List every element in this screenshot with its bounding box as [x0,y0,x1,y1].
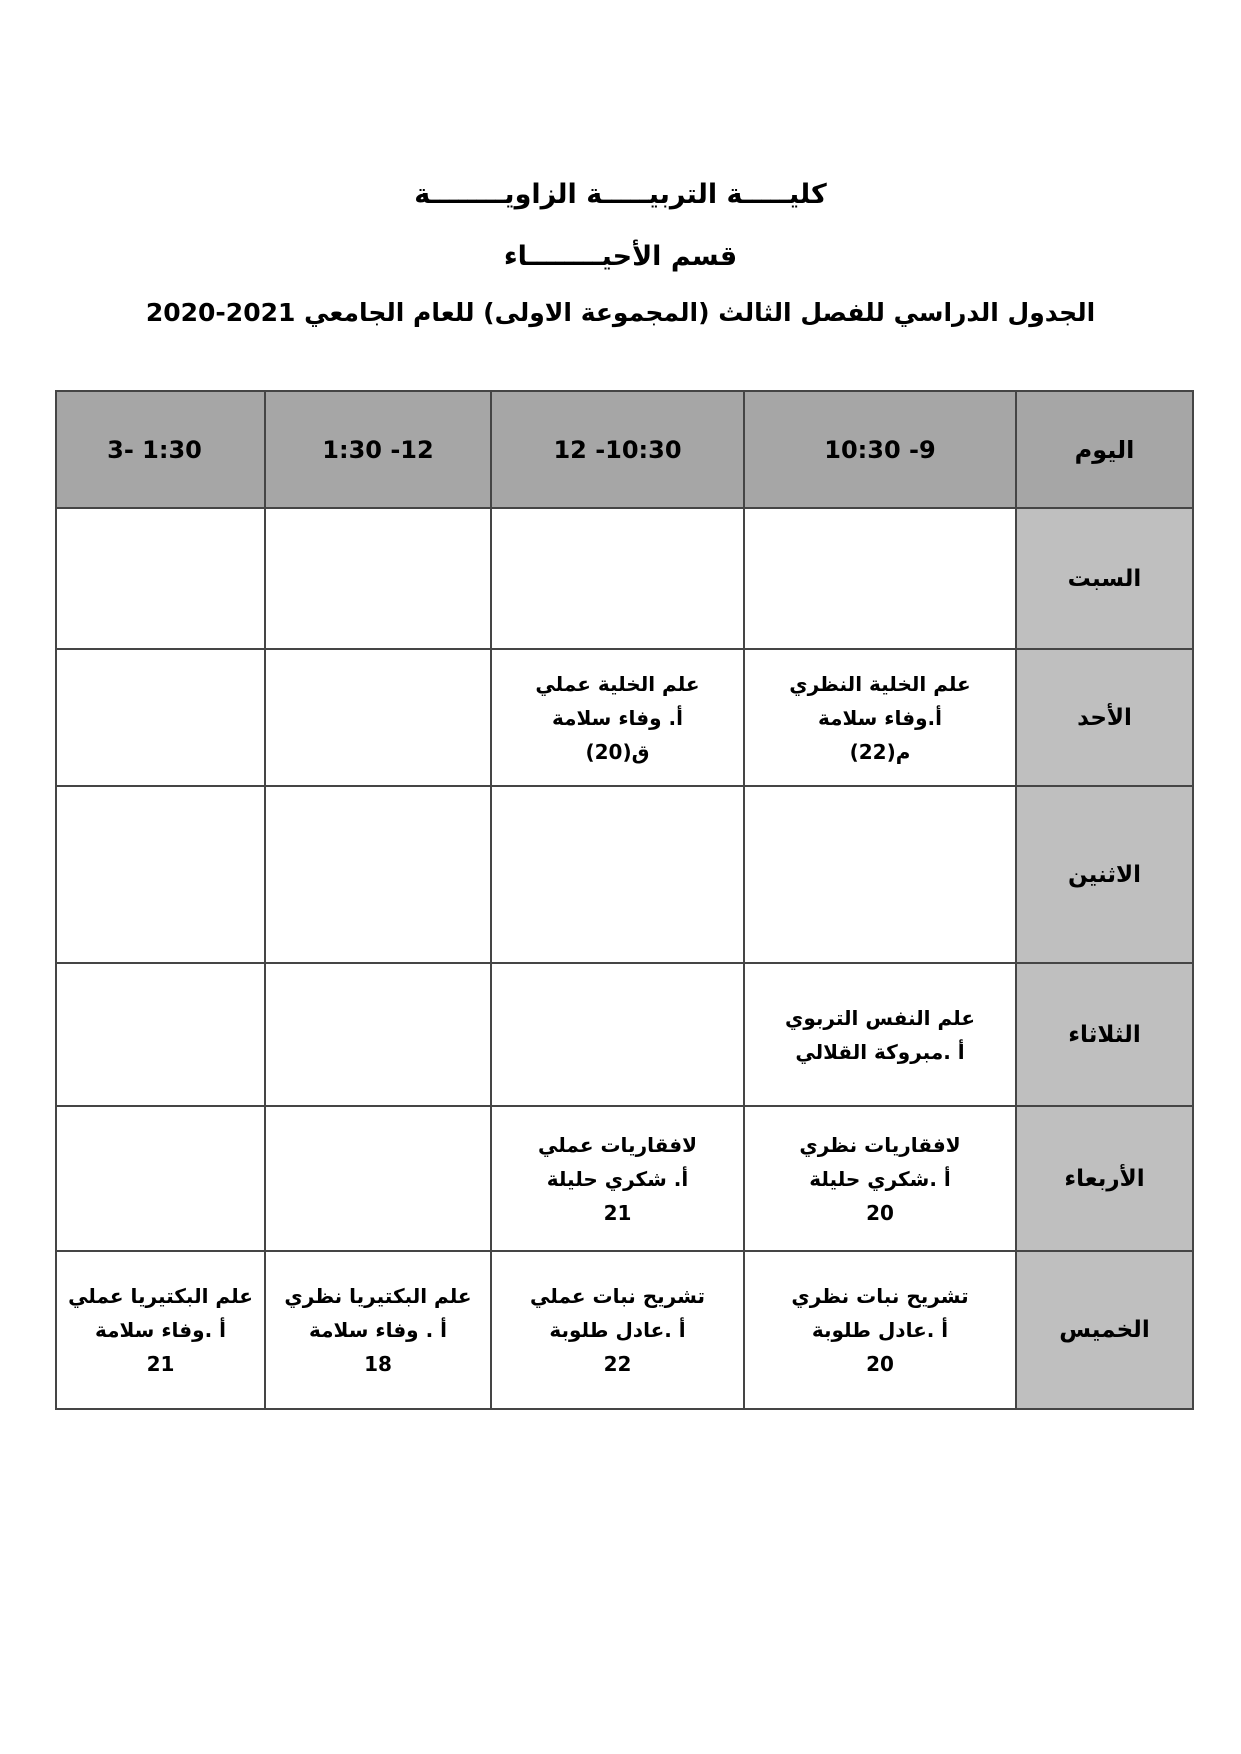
time-header-12-130: 1:30 -12 [264,390,492,509]
cell-line: 20 [866,1200,894,1225]
schedule-cell [55,1105,266,1252]
schedule-cell [264,648,492,787]
row-saturday: السبت [55,507,1194,650]
schedule-cell: علم الخلية النظري أ.وفاء سلامة م(22) [743,648,1017,787]
schedule-cell [490,507,745,650]
day-label-cell: السبت [1015,507,1194,650]
cell-line: علم النفس التربوي [785,1005,975,1030]
schedule-table: اليوم 10:30 -9 12 -10:30 1:30 -12 3- 1:3… [55,390,1194,1410]
cell-line: أ .عادل طلوبة [549,1318,686,1342]
schedule-cell [264,1105,492,1252]
schedule-cell: علم النفس التربوي أ .مبروكة القلالي [743,962,1017,1107]
schedule-cell: لافقاريات عملي أ. شكري حليلة 21 [490,1105,745,1252]
cell-line: أ. شكري حليلة [546,1166,689,1191]
cell-line: لافقاريات عملي [538,1132,697,1157]
cell-line: علم البكتيريا نظري [284,1284,472,1308]
schedule-cell [55,507,266,650]
cell-line: 22 [603,1352,632,1376]
schedule-cell: علم البكتيريا نظري أ . وفاء سلامة 18 [264,1250,492,1410]
day-label-cell: الأربعاء [1015,1105,1194,1252]
day-column-header: اليوم [1015,390,1194,509]
day-label-cell: الاثنين [1015,785,1194,964]
schedule-cell [55,785,266,964]
page-title-department: قسم الأحيــــــــاء [503,241,738,272]
cell-line: أ. وفاء سلامة [551,705,683,730]
schedule-cell [264,507,492,650]
schedule-cell: تشريح نبات نظري أ .عادل طلوبة 20 [743,1250,1017,1410]
day-label-cell: الأحد [1015,648,1194,787]
schedule-cell: لافقاريات نظري أ .شكري حليلة 20 [743,1105,1017,1252]
cell-line: أ . وفاء سلامة [309,1318,447,1342]
cell-line: أ .مبروكة القلالي [795,1039,965,1064]
cell-line: لافقاريات نظري [799,1132,961,1157]
schedule-cell [55,648,266,787]
schedule-cell: علم البكتيريا عملي أ .وفاء سلامة 21 [55,1250,266,1410]
cell-line: علم الخلية النظري [789,671,971,696]
row-thursday: الخميس تشريح نبات نظري أ .عادل طلوبة 20 تش… [55,1250,1194,1410]
cell-line: م(22) [849,739,911,764]
row-monday: الاثنين [55,785,1194,964]
time-header-9-1030: 10:30 -9 [743,390,1017,509]
day-label-cell: الثلاثاء [1015,962,1194,1107]
cell-line: أ .عادل طلوبة [811,1318,949,1342]
day-label-cell: الخميس [1015,1250,1194,1410]
schedule-cell [264,785,492,964]
cell-line: أ .وفاء سلامة [94,1318,226,1342]
schedule-cell: علم الخلية عملي أ. وفاء سلامة ق(20) [490,648,745,787]
page-title-college: كليـــــة التربيـــــة الزاويــــــــة [414,179,827,210]
time-header-130-3: 3- 1:30 [55,390,266,509]
schedule-cell [743,507,1017,650]
schedule-cell: تشريح نبات عملي أ .عادل طلوبة 22 [490,1250,745,1410]
row-sunday: الأحد علم الخلية النظري أ.وفاء سلامة م(22)… [55,648,1194,787]
cell-line: 20 [866,1352,894,1376]
cell-line: علم الخلية عملي [535,671,700,696]
header-row: اليوم 10:30 -9 12 -10:30 1:30 -12 3- 1:3… [55,390,1194,509]
schedule-cell [490,785,745,964]
schedule-cell [490,962,745,1107]
cell-line: علم البكتيريا عملي [68,1284,253,1308]
page-title-schedule: الجدول الدراسي للفصل الثالث (المجموعة ال… [145,298,1096,327]
cell-line: أ.وفاء سلامة [817,705,943,730]
schedule-cell [743,785,1017,964]
schedule-cell [55,962,266,1107]
cell-line: ق(20) [585,739,650,764]
row-tuesday: الثلاثاء علم النفس التربوي أ .مبروكة القل… [55,962,1194,1107]
time-header-1030-12: 12 -10:30 [490,390,745,509]
row-wednesday: الأربعاء لافقاريات نظري أ .شكري حليلة 20 ل… [55,1105,1194,1252]
cell-line: 21 [603,1200,632,1225]
cell-line: تشريح نبات نظري [791,1284,969,1308]
cell-line: أ .شكري حليلة [809,1166,951,1191]
schedule-cell [264,962,492,1107]
cell-line: تشريح نبات عملي [530,1284,705,1308]
cell-line: 18 [364,1352,392,1376]
cell-line: 21 [146,1352,175,1376]
